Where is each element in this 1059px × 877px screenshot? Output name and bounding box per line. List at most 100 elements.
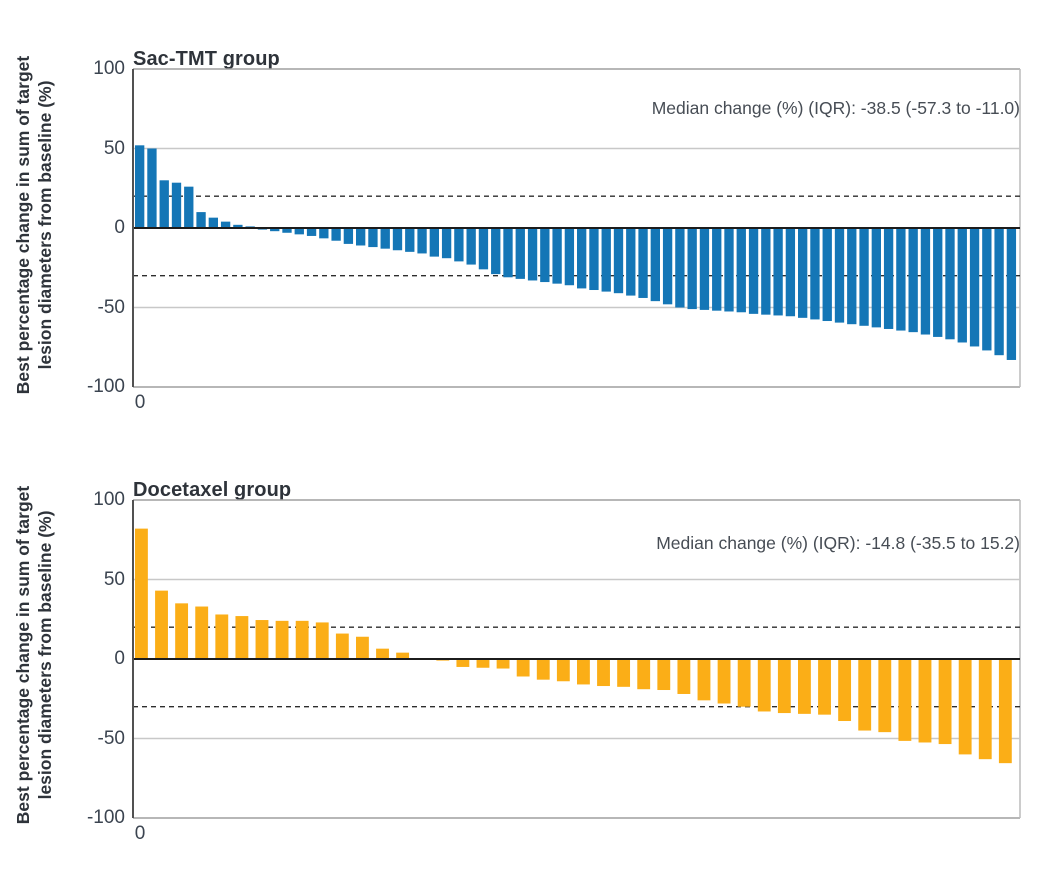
- waterfall-bar: [737, 659, 751, 707]
- waterfall-bar: [356, 228, 366, 246]
- waterfall-bar: [697, 659, 711, 701]
- waterfall-bar: [847, 228, 857, 325]
- waterfall-bar: [396, 652, 410, 659]
- waterfall-bar: [978, 659, 992, 760]
- waterfall-bar: [454, 228, 464, 262]
- waterfall-bar: [503, 228, 513, 278]
- waterfall-bar: [878, 659, 892, 733]
- waterfall-bar: [818, 659, 831, 715]
- waterfall-bar: [883, 228, 894, 329]
- waterfall-bar: [736, 228, 746, 313]
- waterfall-bar: [675, 228, 685, 308]
- waterfall-bar: [429, 228, 439, 257]
- waterfall-bar: [527, 228, 538, 281]
- waterfall-bar: [785, 228, 796, 317]
- waterfall-bar: [601, 228, 611, 292]
- waterfall-bar: [315, 622, 329, 659]
- y-tick-label: 0: [114, 217, 125, 238]
- waterfall-bar: [969, 228, 980, 347]
- waterfall-bar: [717, 659, 731, 704]
- waterfall-bar: [294, 228, 304, 235]
- waterfall-bar: [235, 616, 249, 659]
- waterfall-bar: [933, 228, 943, 337]
- waterfall-bar: [255, 620, 269, 659]
- waterfall-bar: [319, 228, 329, 239]
- waterfall-bar: [195, 606, 209, 659]
- waterfall-bar: [858, 659, 872, 731]
- waterfall-bar: [871, 228, 881, 328]
- waterfall-bar: [626, 228, 636, 296]
- waterfall-bar: [938, 659, 952, 745]
- waterfall-bar: [155, 590, 168, 659]
- waterfall-bar: [184, 186, 194, 228]
- waterfall-bar: [748, 228, 759, 314]
- waterfall-bar: [896, 228, 906, 331]
- waterfall-bar: [441, 228, 452, 259]
- waterfall-bar: [834, 228, 845, 323]
- waterfall-bar: [496, 659, 510, 669]
- waterfall-bar: [270, 228, 280, 232]
- waterfall-bar: [275, 620, 289, 659]
- waterfall-bar: [135, 145, 145, 228]
- waterfall-bar: [589, 228, 599, 291]
- y-tick-label: 100: [93, 489, 125, 510]
- waterfall-bar: [208, 217, 218, 228]
- panel-title: Sac-TMT group: [133, 47, 280, 70]
- waterfall-bar: [456, 659, 470, 667]
- median-change-annotation: Median change (%) (IQR): -38.5 (-57.3 to…: [651, 98, 1020, 118]
- waterfall-bar: [958, 659, 972, 755]
- waterfall-bar: [657, 659, 671, 691]
- waterfall-bar: [712, 228, 722, 311]
- x-origin-label: 0: [134, 392, 146, 413]
- waterfall-bar: [417, 228, 427, 254]
- waterfall-bar: [757, 659, 771, 712]
- waterfall-bar: [536, 659, 550, 680]
- waterfall-bar: [405, 228, 415, 252]
- waterfall-bar: [662, 228, 673, 305]
- waterfall-bar: [233, 224, 243, 228]
- y-tick-label: 50: [103, 568, 125, 590]
- waterfall-bar: [147, 148, 157, 228]
- y-tick-label: -100: [86, 807, 125, 828]
- waterfall-bar: [761, 228, 771, 315]
- waterfall-bar: [356, 636, 369, 659]
- waterfall-bar: [677, 659, 691, 694]
- waterfall-bar: [540, 228, 550, 283]
- waterfall-bar: [135, 528, 148, 659]
- waterfall-bar: [215, 614, 229, 659]
- waterfall-bar: [220, 221, 231, 228]
- y-tick-label: -50: [97, 296, 125, 318]
- waterfall-bar: [597, 659, 610, 687]
- waterfall-bar: [515, 228, 525, 279]
- waterfall-bar: [945, 228, 955, 340]
- waterfall-bar: [175, 603, 189, 659]
- waterfall-bar: [564, 228, 575, 286]
- waterfall-bar: [556, 659, 570, 682]
- waterfall-bar: [171, 182, 182, 229]
- waterfall-bar: [687, 228, 697, 310]
- waterfall-bar: [343, 228, 354, 244]
- waterfall-bar: [822, 228, 832, 322]
- waterfall-bar: [466, 228, 476, 265]
- waterfall-bar: [617, 659, 631, 687]
- waterfall-bar: [331, 228, 341, 241]
- waterfall-bar: [957, 228, 967, 343]
- waterfall-bar: [859, 228, 869, 326]
- waterfall-bar: [638, 228, 648, 298]
- waterfall-bar: [577, 659, 590, 685]
- y-tick-label: 100: [93, 58, 125, 79]
- waterfall-bar: [773, 228, 783, 316]
- waterfall-bar: [376, 648, 389, 659]
- waterfall-bar: [810, 228, 820, 320]
- waterfall-bar: [491, 228, 501, 275]
- waterfall-bar: [552, 228, 562, 284]
- waterfall-bar: [577, 228, 587, 289]
- waterfall-bar: [282, 228, 292, 233]
- waterfall-bar: [159, 180, 169, 228]
- waterfall-bar: [798, 228, 808, 318]
- y-axis-label-line1: Best percentage change in sum of target: [13, 485, 33, 825]
- waterfall-bar: [918, 659, 932, 743]
- waterfall-bar: [257, 228, 268, 230]
- waterfall-bar: [798, 659, 811, 714]
